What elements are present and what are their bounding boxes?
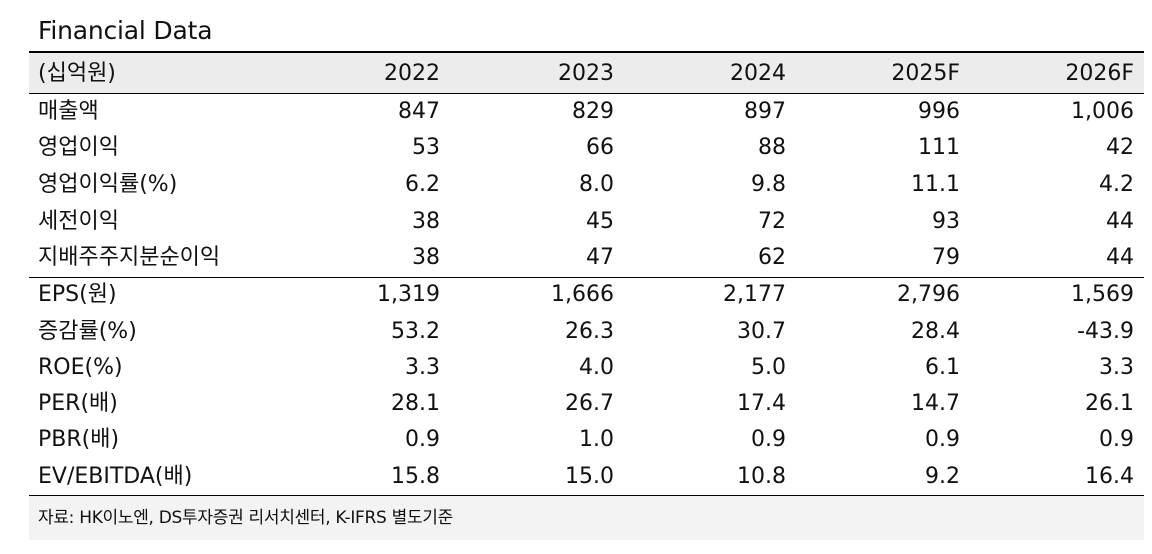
row-value: 847 [398,99,440,124]
row-value: 16.4 [1085,464,1134,489]
row-value: 4.0 [579,355,614,380]
row-label: 영업이익 [38,135,119,160]
row-value: 28.1 [391,391,440,416]
row-value: 53 [412,135,440,160]
row-value: 0.9 [925,427,960,452]
row-value: 1,569 [1071,282,1134,307]
row-value: 6.2 [405,172,440,197]
row-value: 38 [412,245,440,270]
year-header-2026f: 2026F [1065,61,1134,86]
row-value: 88 [758,135,786,160]
top-rule [29,51,1144,53]
row-value: 1,666 [551,282,614,307]
row-label: 매출액 [38,99,99,124]
row-value: 829 [572,99,614,124]
row-value: 111 [918,135,960,160]
section-rule [29,277,1144,278]
row-value: 3.3 [405,355,440,380]
row-value: 2,796 [897,282,960,307]
source-background [29,496,1144,540]
header-rule [29,93,1144,94]
table-row: PBR(배) 0.9 1.0 0.9 0.9 0.9 [29,422,1144,458]
row-value: 11.1 [911,172,960,197]
bottom-rule [29,495,1144,496]
table-row: 증감률(%) 53.2 26.3 30.7 28.4 -43.9 [29,314,1144,350]
row-value: 9.8 [751,172,786,197]
row-value: 79 [932,245,960,270]
row-label: 지배주주지분순이익 [38,245,221,270]
row-value: 26.1 [1085,391,1134,416]
row-value: 5.0 [751,355,786,380]
year-header-2023: 2023 [558,61,614,86]
row-value: 2,177 [723,282,786,307]
row-value: 44 [1106,209,1134,234]
row-label: EPS(원) [38,282,117,307]
table-title: Financial Data [38,16,213,45]
row-value: 66 [586,135,614,160]
table-row: EV/EBITDA(배) 15.8 15.0 10.8 9.2 16.4 [29,459,1144,495]
row-label: EV/EBITDA(배) [38,464,193,489]
row-label: ROE(%) [38,355,123,380]
table-row: 매출액 847 829 897 996 1,006 [29,94,1144,130]
row-value: 10.8 [737,464,786,489]
row-value: 30.7 [737,319,786,344]
row-value: 6.1 [925,355,960,380]
row-value: 996 [918,99,960,124]
row-value: 17.4 [737,391,786,416]
row-value: -43.9 [1077,319,1134,344]
row-value: 93 [932,209,960,234]
table-row: 세전이익 38 45 72 93 44 [29,204,1144,240]
row-value: 44 [1106,245,1134,270]
unit-label: (십억원) [38,61,116,86]
row-value: 14.7 [911,391,960,416]
header-background [29,53,1144,93]
row-value: 53.2 [391,319,440,344]
row-value: 15.8 [391,464,440,489]
row-value: 38 [412,209,440,234]
row-value: 45 [586,209,614,234]
row-value: 8.0 [579,172,614,197]
year-header-2025f: 2025F [891,61,960,86]
table-row: 지배주주지분순이익 38 47 62 79 44 [29,240,1144,276]
row-value: 1,319 [377,282,440,307]
row-value: 0.9 [751,427,786,452]
row-value: 0.9 [405,427,440,452]
year-header-2022: 2022 [384,61,440,86]
row-value: 47 [586,245,614,270]
table-row: ROE(%) 3.3 4.0 5.0 6.1 3.3 [29,350,1144,386]
row-value: 72 [758,209,786,234]
table-row: EPS(원) 1,319 1,666 2,177 2,796 1,569 [29,277,1144,313]
year-header-2024: 2024 [730,61,786,86]
row-label: 세전이익 [38,209,119,234]
row-label: PER(배) [38,391,118,416]
row-value: 3.3 [1099,355,1134,380]
row-value: 62 [758,245,786,270]
table-row: 영업이익 53 66 88 111 42 [29,130,1144,166]
row-value: 897 [744,99,786,124]
row-value: 1.0 [579,427,614,452]
row-value: 1,006 [1071,99,1134,124]
table-row: 영업이익률(%) 6.2 8.0 9.8 11.1 4.2 [29,167,1144,203]
header-row: (십억원) 2022 2023 2024 2025F 2026F [29,56,1144,92]
row-value: 0.9 [1099,427,1134,452]
row-value: 4.2 [1099,172,1134,197]
row-value: 42 [1106,135,1134,160]
row-value: 28.4 [911,319,960,344]
row-label: PBR(배) [38,427,120,452]
row-value: 26.3 [565,319,614,344]
row-value: 15.0 [565,464,614,489]
row-label: 증감률(%) [38,319,137,344]
row-value: 26.7 [565,391,614,416]
row-value: 9.2 [925,464,960,489]
row-label: 영업이익률(%) [38,172,178,197]
table-row: PER(배) 28.1 26.7 17.4 14.7 26.1 [29,386,1144,422]
source-note: 자료: HK이노엔, DS투자증권 리서치센터, K-IFRS 별도기준 [38,508,453,528]
